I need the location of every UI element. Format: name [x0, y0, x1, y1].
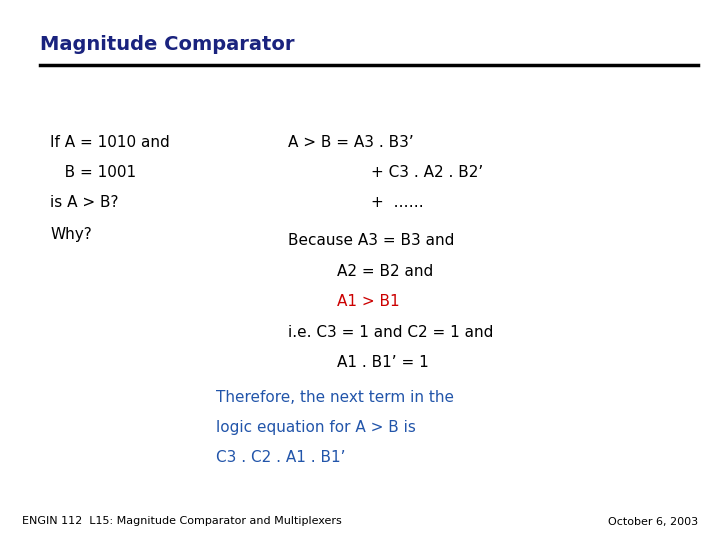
Text: is A > B?: is A > B? — [50, 195, 119, 211]
Text: A1 > B1: A1 > B1 — [337, 294, 400, 309]
Text: Magnitude Comparator: Magnitude Comparator — [40, 35, 294, 54]
Text: + C3 . A2 . B2’: + C3 . A2 . B2’ — [371, 165, 483, 180]
Text: Because A3 = B3 and: Because A3 = B3 and — [288, 233, 454, 248]
Text: A2 = B2 and: A2 = B2 and — [337, 264, 433, 279]
Text: +  ……: + …… — [371, 195, 423, 211]
Text: A > B = A3 . B3’: A > B = A3 . B3’ — [288, 135, 414, 150]
Text: C3 . C2 . A1 . B1’: C3 . C2 . A1 . B1’ — [216, 450, 346, 465]
Text: A1 . B1’ = 1: A1 . B1’ = 1 — [337, 355, 428, 370]
Text: B = 1001: B = 1001 — [50, 165, 137, 180]
Text: logic equation for A > B is: logic equation for A > B is — [216, 420, 416, 435]
Text: Therefore, the next term in the: Therefore, the next term in the — [216, 390, 454, 405]
Text: If A = 1010 and: If A = 1010 and — [50, 135, 170, 150]
Text: i.e. C3 = 1 and C2 = 1 and: i.e. C3 = 1 and C2 = 1 and — [288, 325, 493, 340]
Text: Why?: Why? — [50, 227, 92, 242]
Text: October 6, 2003: October 6, 2003 — [608, 516, 698, 526]
Text: ENGIN 112  L15: Magnitude Comparator and Multiplexers: ENGIN 112 L15: Magnitude Comparator and … — [22, 516, 341, 526]
